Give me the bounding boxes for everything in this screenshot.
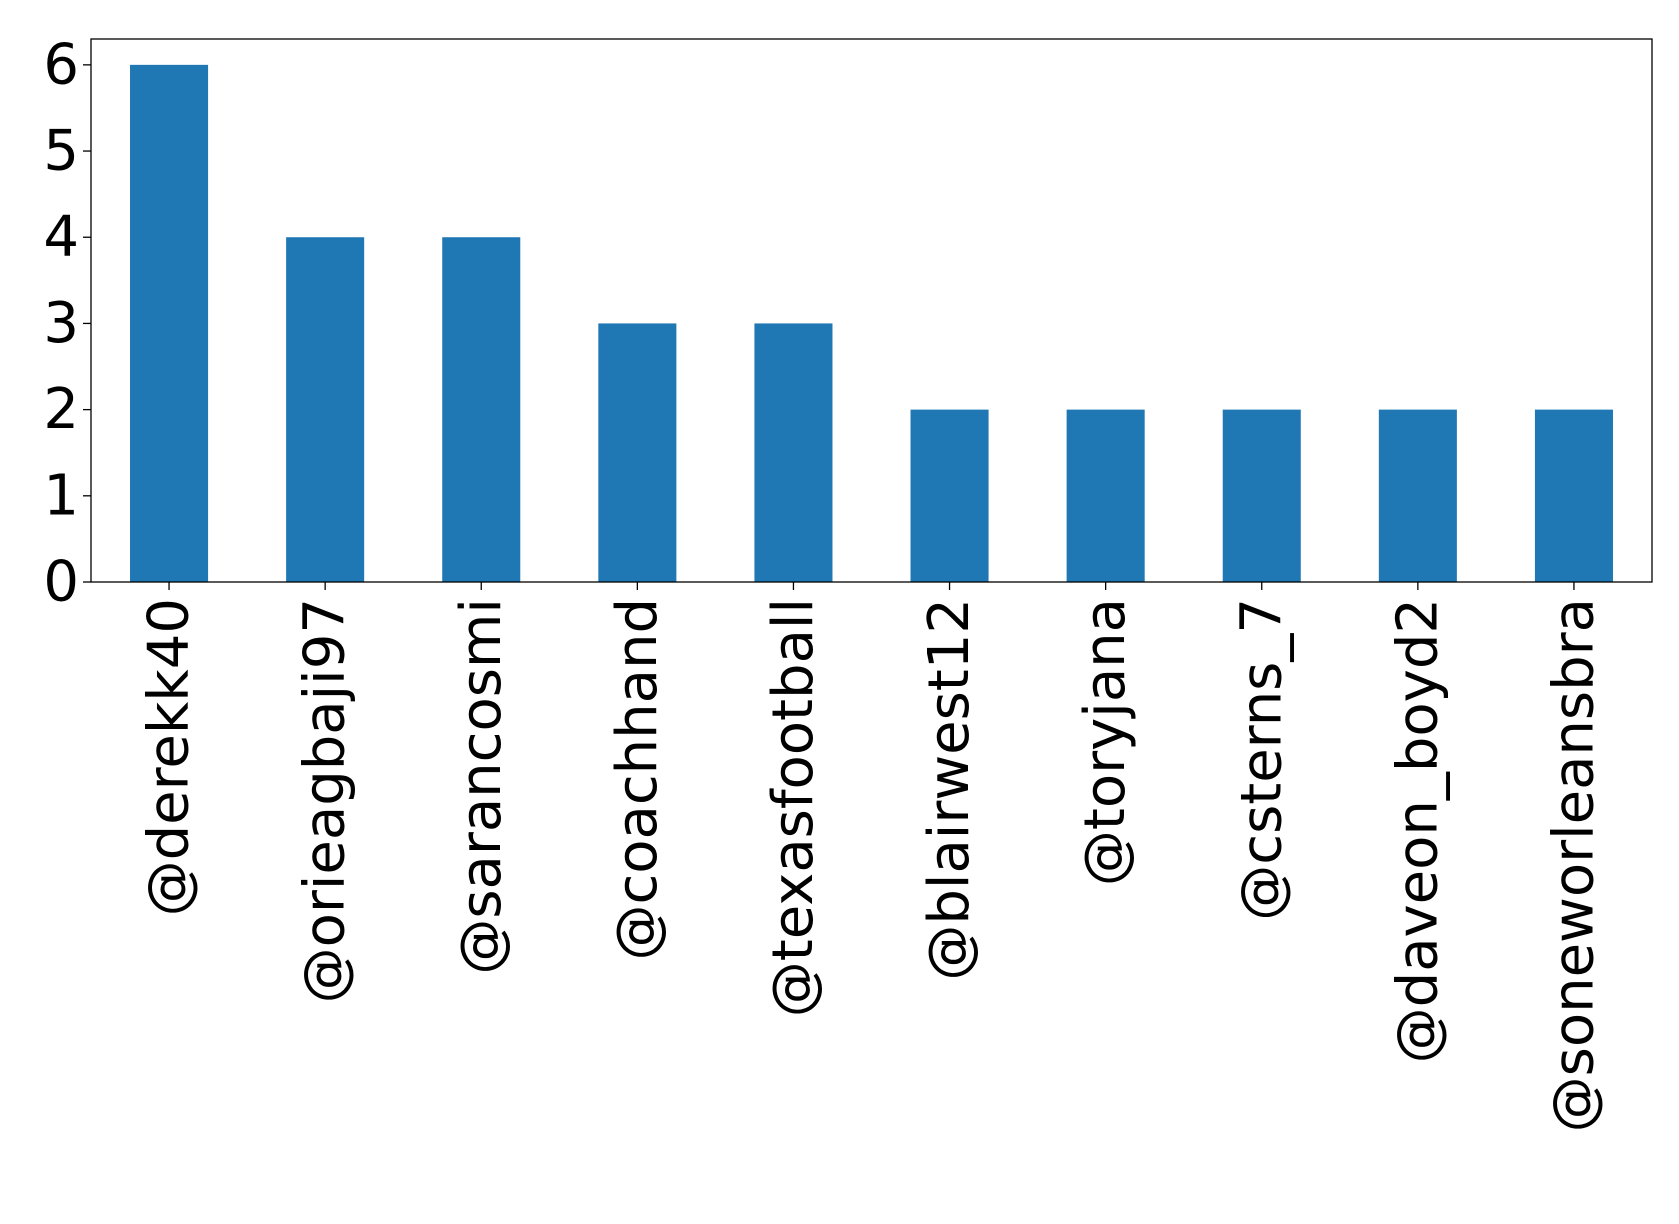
bar [598,323,677,582]
x-tick-label: @orieagbaji97 [293,598,358,1003]
plot-frame [90,38,1653,583]
bar [286,237,365,582]
y-tick-label: 6 [43,32,79,97]
y-tick-label: 3 [43,291,79,356]
bar [130,64,209,583]
bar [1534,409,1613,582]
bar [1378,409,1457,582]
x-tick-label: @derekk40 [137,598,202,916]
y-tick-label: 4 [43,205,79,270]
x-tick-label: @texasfootball [761,598,826,1017]
x-tick-label: @soneworleansbra [1541,598,1606,1132]
x-tick-label: @sarancosmi [449,598,514,975]
y-tick-label: 5 [43,119,79,184]
bars-group [130,64,1613,583]
x-tick-label: @toryjana [1073,598,1138,886]
y-tick-label: 0 [43,550,79,615]
x-axis: @derekk40 @orieagbaji97 @sarancosmi @coachh… [137,582,1606,1132]
bar [754,323,833,582]
y-tick-label: 1 [43,463,79,528]
x-tick-label: @coachhand [605,598,670,961]
bar [910,409,989,582]
y-tick-label: 2 [43,377,79,442]
bar [1066,409,1145,582]
bar [442,237,521,582]
y-axis: 0 1 2 3 4 5 6 [43,32,91,615]
x-tick-label: @daveon_boyd2 [1385,598,1450,1063]
x-tick-label: @csterns_7 [1229,598,1294,921]
bar [1222,409,1301,582]
x-tick-label: @blairwest12 [917,598,982,981]
